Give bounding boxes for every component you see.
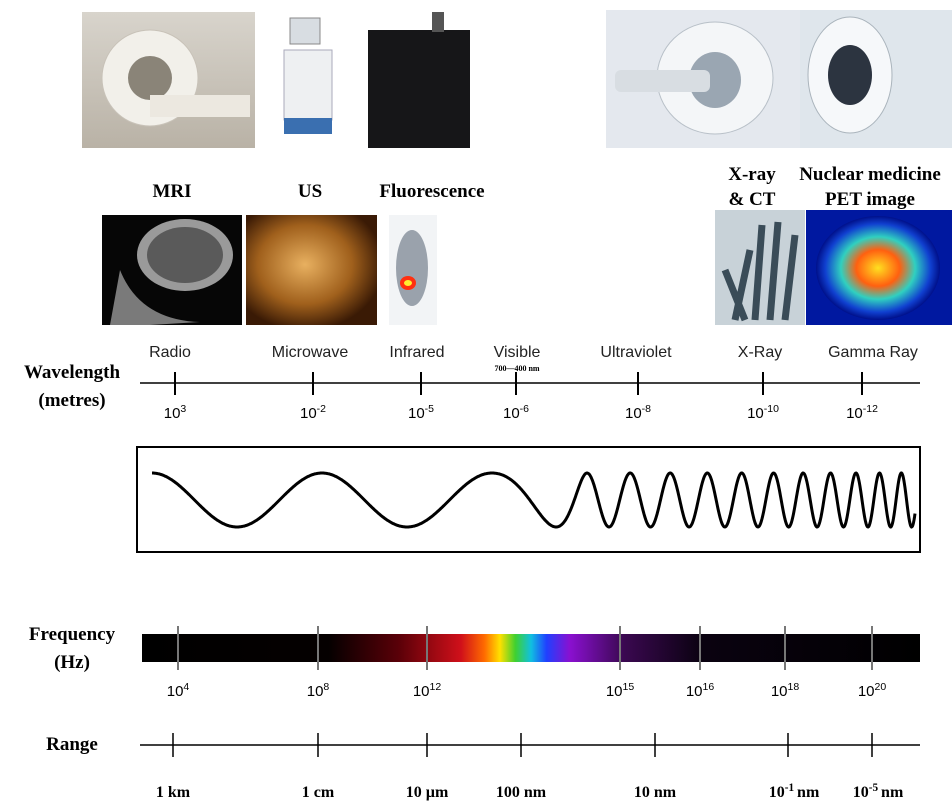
mri-table — [150, 95, 250, 117]
pet-brain — [816, 216, 940, 320]
base: 10 — [606, 683, 623, 700]
exponent: 8 — [323, 681, 329, 693]
tick-label: 100 nm — [496, 784, 547, 801]
base: 10 — [307, 683, 324, 700]
wave — [152, 473, 915, 527]
exponent: -12 — [863, 403, 878, 415]
label-line: & CT — [729, 189, 776, 210]
tick-label: 1018 — [771, 681, 800, 700]
base: 10 — [686, 683, 703, 700]
label-line: X-ray — [728, 164, 776, 185]
ultrasound-image — [246, 215, 377, 325]
exponent: 16 — [703, 681, 715, 693]
tick-label: 10-8 — [625, 403, 651, 422]
mri-hole — [128, 56, 172, 100]
exponent: 4 — [183, 681, 189, 693]
tick-label: 1012 — [413, 681, 442, 700]
label-line: (Hz) — [54, 652, 90, 673]
ct-table — [615, 70, 710, 92]
label-line: Nuclear medicine — [799, 164, 941, 185]
tick-label: 10 µm — [406, 784, 449, 801]
exponent: -1 — [785, 782, 795, 794]
exponent: -5 — [425, 403, 434, 415]
exponent: -8 — [642, 403, 651, 415]
base: 10 — [858, 683, 875, 700]
tick-label: 103 — [164, 403, 187, 422]
base: 10 — [625, 405, 642, 422]
exponent: 18 — [788, 681, 800, 693]
exponent: 20 — [875, 681, 887, 693]
band-label: Ultraviolet — [600, 344, 672, 361]
unit: nm — [881, 784, 904, 801]
exponent: -5 — [869, 782, 879, 794]
us-body — [284, 50, 332, 120]
exponent: 12 — [430, 681, 442, 693]
tick-label: 1 km — [156, 784, 191, 801]
tumor-core — [404, 280, 412, 286]
tick-label: 10-5 — [408, 403, 434, 422]
base: 10 — [300, 405, 317, 422]
label-line: PET image — [825, 189, 915, 210]
exponent: -2 — [317, 403, 326, 415]
exponent: -10 — [764, 403, 779, 415]
band-label: X-Ray — [738, 344, 782, 361]
range-label: Range — [46, 734, 98, 755]
label-line: (metres) — [38, 390, 105, 411]
base: 10 — [167, 683, 184, 700]
tick-label: 1016 — [686, 681, 715, 700]
band-label: Infrared — [389, 344, 444, 361]
base: 10 — [853, 784, 869, 801]
tick-label: 1015 — [606, 681, 635, 700]
tick-label: 10-6 — [503, 403, 529, 422]
fluorescence-box-photo — [368, 30, 470, 148]
band-label: Radio — [149, 344, 191, 361]
tick-label: 1020 — [858, 681, 887, 700]
modality-images — [102, 210, 952, 325]
label-line: Wavelength — [24, 362, 120, 383]
label-line: Frequency — [29, 624, 116, 645]
band-label: Gamma Ray — [828, 344, 918, 361]
unit: nm — [797, 784, 820, 801]
base: 10 — [413, 683, 430, 700]
frequency-spectrum-bar — [142, 634, 920, 662]
diagram: MRI US Fluorescence X-ray & CT Nuclear medici… — [0, 0, 952, 803]
equipment-photos — [82, 10, 952, 148]
band-label: Visible — [494, 344, 541, 361]
pet-bore — [828, 45, 872, 105]
exponent: 3 — [180, 403, 186, 415]
band-label: Microwave — [272, 344, 349, 361]
camera — [432, 12, 444, 32]
base: 10 — [846, 405, 863, 422]
us-screen — [290, 18, 320, 44]
label-line: Fluorescence — [379, 181, 484, 202]
tick-label: 104 — [167, 681, 190, 700]
tick-label: 1 cm — [302, 784, 335, 801]
base: 10 — [408, 405, 425, 422]
tick-label: 108 — [307, 681, 330, 700]
us-base — [284, 118, 332, 134]
tick-label: 10 nm — [634, 784, 677, 801]
base: 10 — [503, 405, 520, 422]
visible-note: 700—400 nm — [494, 364, 539, 373]
base: 10 — [164, 405, 181, 422]
base: 10 — [747, 405, 764, 422]
label-line: MRI — [152, 181, 191, 202]
base: 10 — [769, 784, 785, 801]
tick-label: 10-10 — [747, 403, 779, 422]
exponent: 15 — [623, 681, 635, 693]
mouse — [396, 230, 428, 306]
tick-label: 10-12 — [846, 403, 878, 422]
tick-label: 10-2 — [300, 403, 326, 422]
label-line: US — [298, 181, 322, 202]
brain-inner — [147, 227, 223, 283]
base: 10 — [771, 683, 788, 700]
exponent: -6 — [520, 403, 529, 415]
